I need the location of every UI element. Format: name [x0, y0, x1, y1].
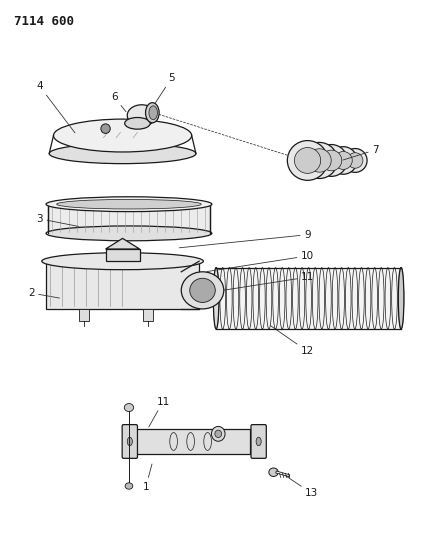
Text: 1: 1 — [143, 464, 152, 491]
Ellipse shape — [125, 483, 133, 489]
Ellipse shape — [56, 199, 201, 209]
Ellipse shape — [181, 272, 224, 309]
Bar — [143, 309, 153, 320]
Ellipse shape — [294, 148, 321, 173]
Text: 6: 6 — [111, 92, 126, 111]
Text: 3: 3 — [36, 214, 79, 227]
Ellipse shape — [334, 151, 352, 169]
Ellipse shape — [211, 426, 225, 441]
Ellipse shape — [101, 124, 110, 133]
Ellipse shape — [127, 105, 156, 126]
Text: 11: 11 — [224, 272, 314, 290]
Ellipse shape — [343, 149, 367, 172]
Text: 13: 13 — [283, 474, 318, 498]
Ellipse shape — [213, 268, 219, 329]
Polygon shape — [106, 238, 140, 249]
Text: 9: 9 — [179, 230, 311, 248]
Text: 2: 2 — [28, 288, 59, 298]
Ellipse shape — [287, 141, 328, 180]
Ellipse shape — [46, 197, 212, 212]
Ellipse shape — [124, 403, 134, 411]
Ellipse shape — [127, 437, 132, 446]
Text: 7: 7 — [343, 145, 379, 160]
Ellipse shape — [215, 430, 222, 438]
Text: 10: 10 — [207, 251, 314, 272]
Ellipse shape — [348, 152, 363, 168]
Ellipse shape — [190, 278, 215, 302]
Text: 4: 4 — [36, 81, 75, 133]
Ellipse shape — [301, 142, 338, 179]
Ellipse shape — [308, 149, 331, 172]
Ellipse shape — [125, 117, 150, 129]
Text: 12: 12 — [270, 326, 314, 357]
Bar — [48, 204, 210, 233]
Ellipse shape — [315, 144, 347, 176]
Ellipse shape — [398, 268, 404, 329]
Text: 5: 5 — [153, 73, 175, 106]
Ellipse shape — [49, 143, 196, 164]
Ellipse shape — [256, 437, 261, 446]
Text: 8: 8 — [300, 166, 315, 176]
Bar — [216, 268, 401, 329]
Ellipse shape — [149, 106, 158, 119]
Ellipse shape — [42, 253, 203, 270]
Text: 7114 600: 7114 600 — [14, 14, 74, 28]
Polygon shape — [106, 249, 140, 261]
Ellipse shape — [321, 150, 342, 171]
Bar — [131, 429, 250, 454]
Text: 11: 11 — [149, 397, 169, 427]
FancyBboxPatch shape — [122, 425, 137, 458]
Bar — [46, 261, 199, 309]
Bar — [79, 309, 89, 320]
FancyBboxPatch shape — [251, 425, 266, 458]
Ellipse shape — [269, 468, 278, 477]
Ellipse shape — [46, 226, 212, 241]
Ellipse shape — [54, 119, 192, 152]
Ellipse shape — [146, 103, 159, 123]
Ellipse shape — [330, 147, 357, 174]
